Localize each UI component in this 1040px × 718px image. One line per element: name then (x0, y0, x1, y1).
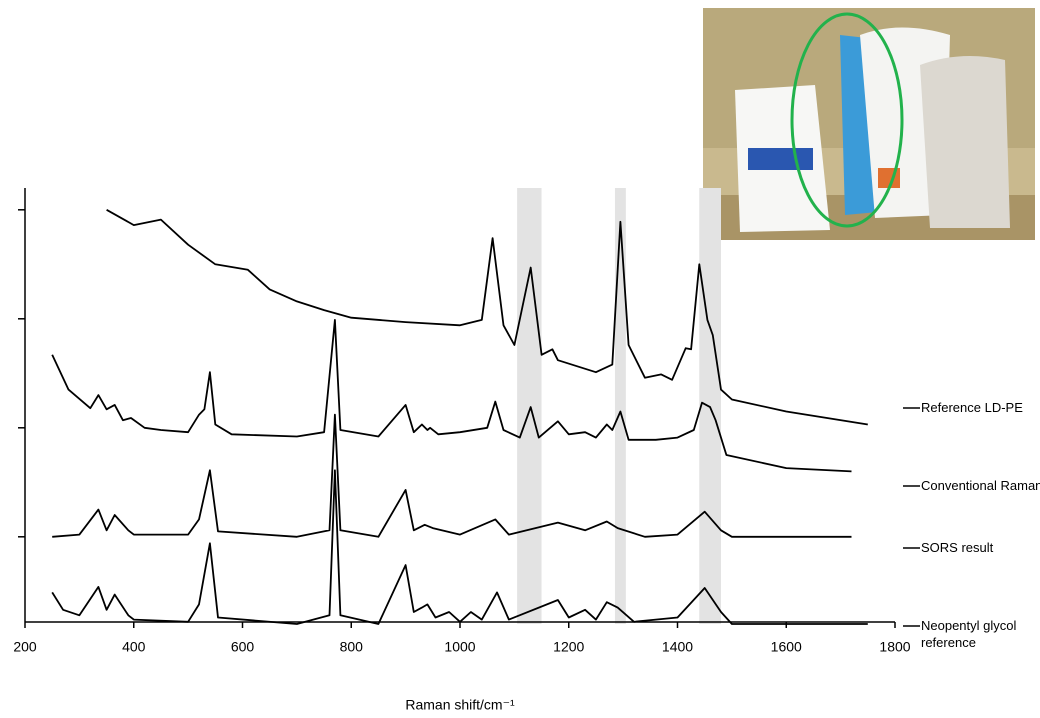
legend-label: Neopentyl glycol reference (921, 618, 1017, 650)
spectrum-line (52, 413, 852, 538)
spectrum-line (106, 209, 868, 426)
legend-label: Conventional Raman (921, 478, 1040, 493)
x-tick-label: 1400 (662, 639, 693, 655)
x-tick-label: 1000 (444, 639, 475, 655)
photo (703, 8, 1035, 240)
x-tick-label: 1600 (771, 639, 802, 655)
x-tick-label: 1200 (553, 639, 584, 655)
x-tick-label: 400 (122, 639, 146, 655)
x-tick-label: 1800 (879, 639, 910, 655)
legend-label: SORS result (921, 540, 994, 555)
x-tick-label: 600 (231, 639, 255, 655)
spectrum-line (51, 319, 852, 473)
legend-label: Reference LD-PE (921, 400, 1023, 415)
spectrum-line (51, 469, 868, 625)
x-axis-title: Raman shift/cm⁻¹ (405, 697, 515, 713)
shaded-region (614, 188, 626, 624)
shaded-region (699, 188, 721, 624)
x-tick-label: 800 (340, 639, 364, 655)
shaded-region (517, 188, 542, 624)
x-tick-label: 200 (13, 639, 37, 655)
